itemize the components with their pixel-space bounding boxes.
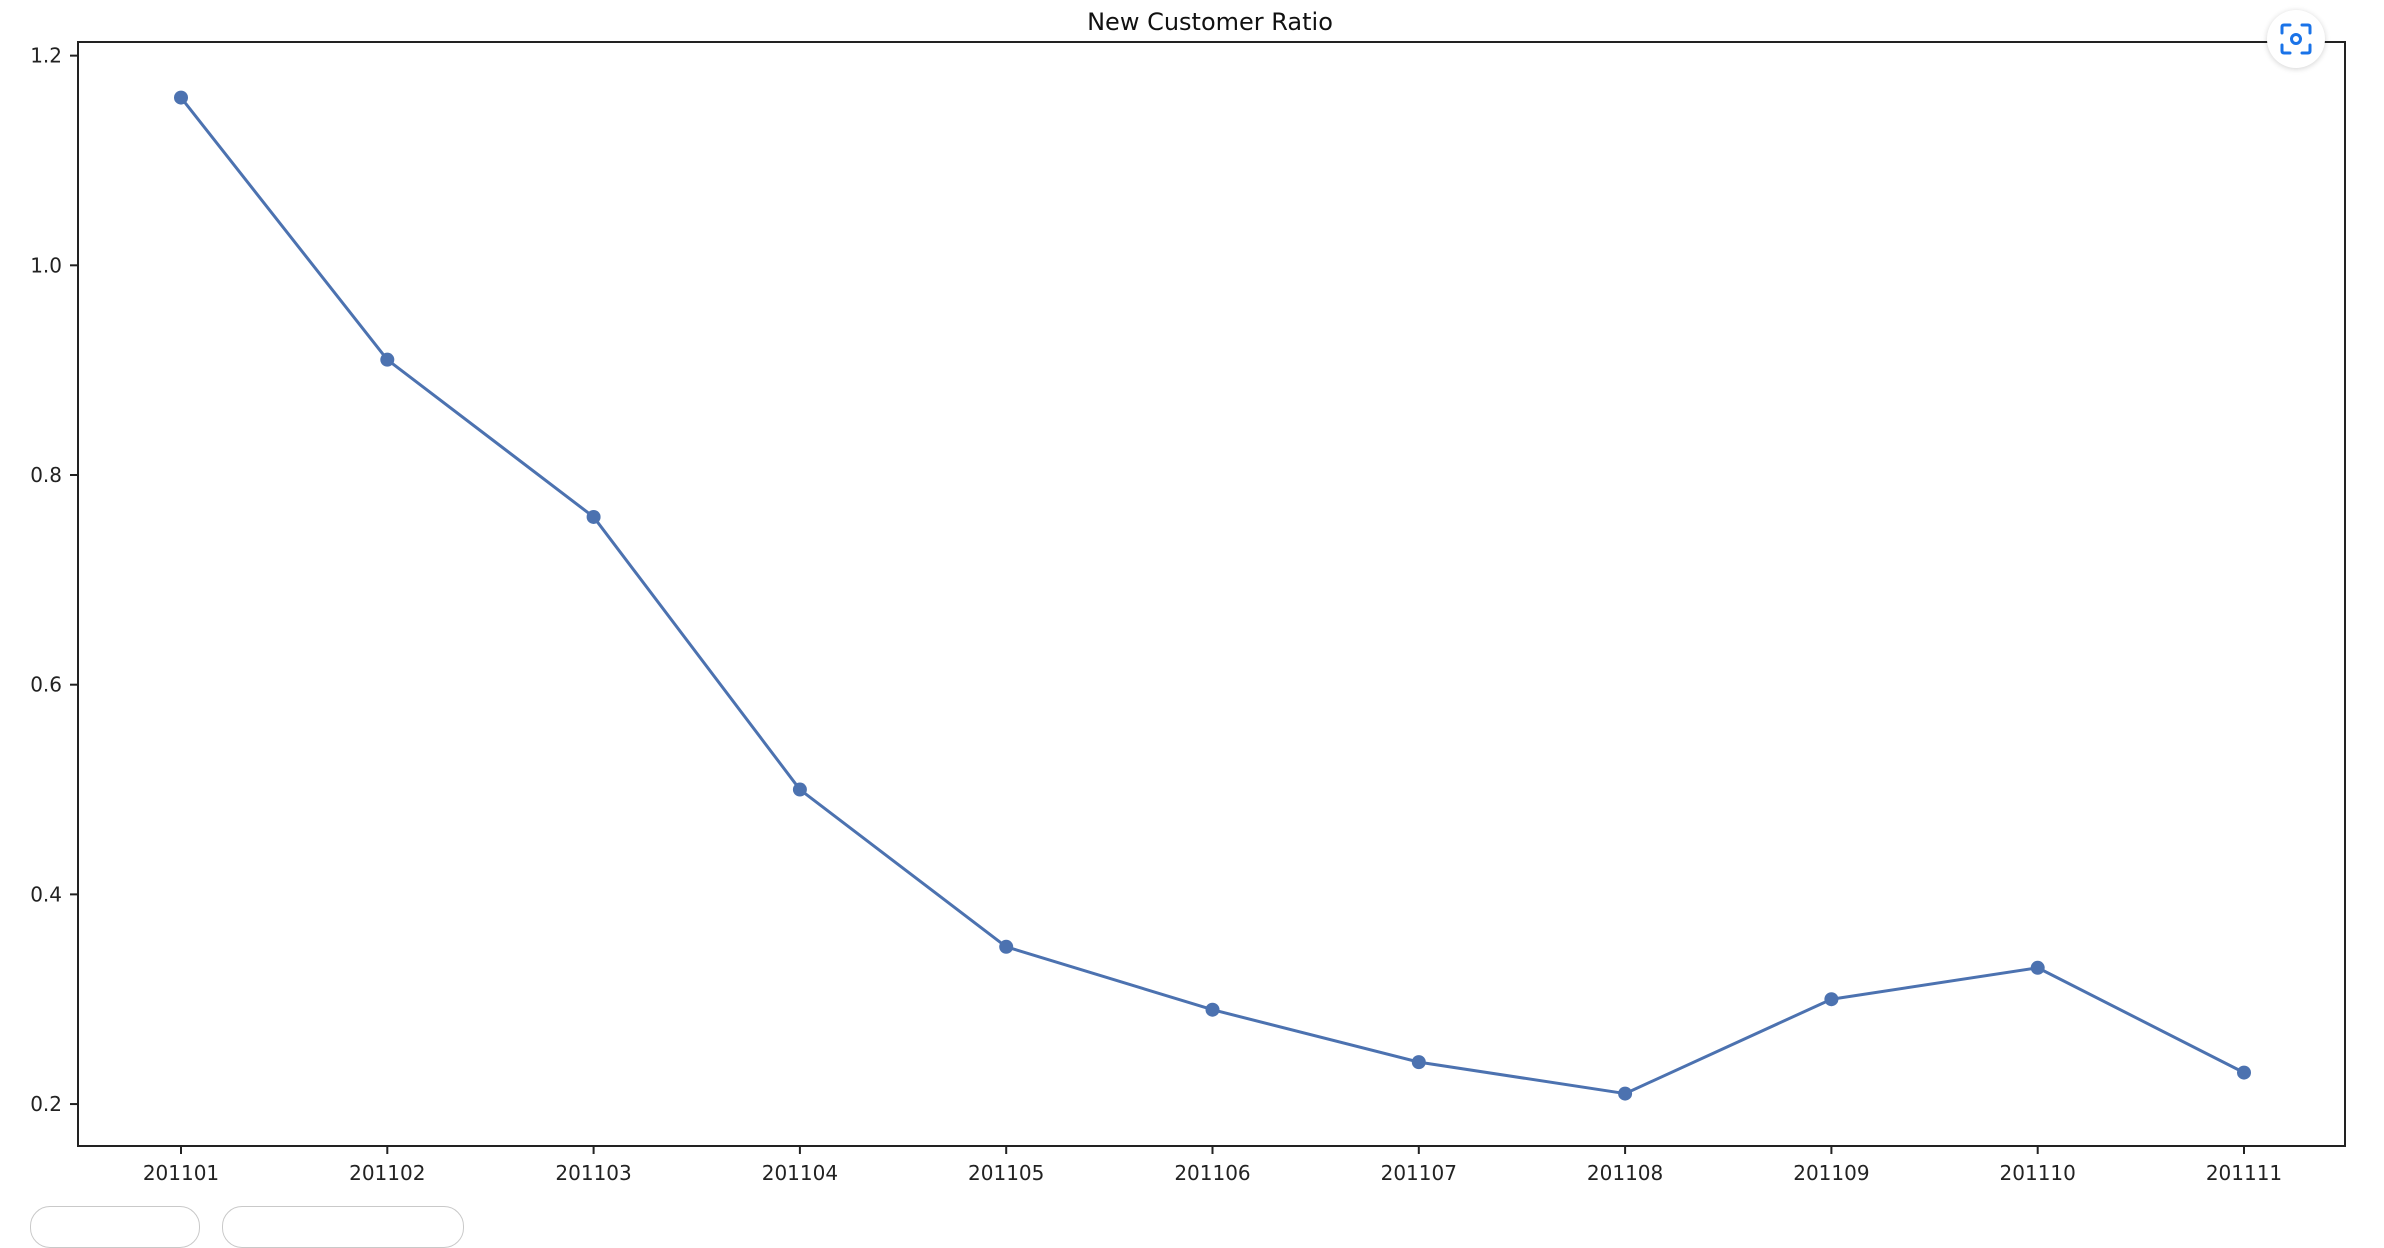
y-tick-label: 0.2 bbox=[30, 1092, 62, 1116]
y-tick-label: 0.4 bbox=[30, 882, 62, 906]
data-point bbox=[1824, 992, 1839, 1007]
data-point bbox=[174, 90, 188, 105]
data-point bbox=[1411, 1055, 1426, 1070]
x-tick-label: 201103 bbox=[555, 1161, 631, 1185]
data-point bbox=[1618, 1086, 1633, 1101]
data-point bbox=[586, 509, 601, 524]
data-point bbox=[1205, 1002, 1220, 1017]
bottom-action-button-1[interactable] bbox=[30, 1206, 200, 1248]
x-tick-label: 201110 bbox=[2000, 1161, 2076, 1185]
screenshot-button[interactable] bbox=[2267, 10, 2325, 68]
series-layer bbox=[174, 90, 2251, 1101]
y-tick-label: 1.2 bbox=[30, 44, 62, 68]
x-tick-label: 201104 bbox=[762, 1161, 838, 1185]
data-point bbox=[2030, 960, 2045, 975]
x-tick-label: 201107 bbox=[1381, 1161, 1457, 1185]
plot-area bbox=[77, 41, 2346, 1147]
y-axis: 0.2 0.4 0.6 0.8 1.0 1.2 bbox=[30, 44, 78, 1116]
x-tick-label: 201111 bbox=[2206, 1161, 2282, 1185]
x-tick-label: 201109 bbox=[1793, 1161, 1869, 1185]
data-point bbox=[2237, 1065, 2251, 1080]
bottom-action-button-2[interactable] bbox=[222, 1206, 464, 1248]
data-point bbox=[792, 782, 807, 797]
screenshot-icon bbox=[2280, 23, 2312, 55]
x-tick-label: 201102 bbox=[349, 1161, 425, 1185]
x-axis: 201101 201102 201103 201104 201105 201106 2011… bbox=[143, 1146, 2282, 1185]
x-tick-label: 201105 bbox=[968, 1161, 1044, 1185]
chart: New Customer Ratio 0.2 0.4 0.6 0.8 1.0 1.2 20… bbox=[30, 8, 2346, 1185]
x-tick-label: 201101 bbox=[143, 1161, 219, 1185]
x-tick-label: 201108 bbox=[1587, 1161, 1663, 1185]
data-point bbox=[380, 352, 395, 367]
y-tick-label: 0.8 bbox=[30, 463, 62, 487]
x-tick-label: 201106 bbox=[1174, 1161, 1250, 1185]
y-tick-label: 1.0 bbox=[30, 253, 62, 277]
y-tick-label: 0.6 bbox=[30, 673, 62, 697]
chart-title: New Customer Ratio bbox=[1087, 8, 1333, 36]
data-point bbox=[999, 939, 1014, 954]
